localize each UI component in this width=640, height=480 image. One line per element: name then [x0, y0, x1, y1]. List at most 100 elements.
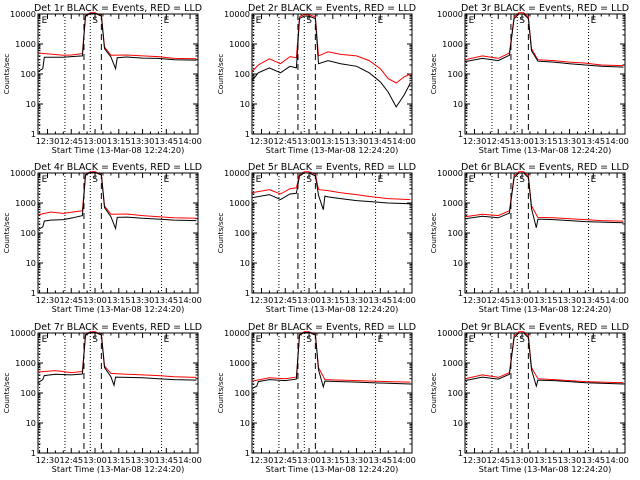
x-tick-label: 13:00: [510, 136, 534, 146]
panel-title: Det 9r BLACK = Events, RED = LLD: [461, 322, 629, 333]
y-tick-label: 1000: [229, 198, 250, 208]
time-marker-label: E: [591, 175, 597, 185]
panel-title: Det 4r BLACK = Events, RED = LLD: [34, 162, 202, 173]
panel-data: [252, 14, 411, 108]
x-axis-label: Start Time (13-Mar-08 12:24:20): [52, 145, 185, 155]
y-tick-label: 100: [20, 388, 36, 398]
y-tick-label: 10000: [437, 328, 463, 338]
panel-data: [252, 171, 411, 210]
panel-7: Det 7r BLACK = Events, RED = LLD 1 10 100 10…: [2, 322, 202, 474]
series-lld-line: [252, 331, 411, 383]
time-marker-label: E: [378, 16, 384, 26]
panel-data: [38, 331, 197, 388]
time-marker-label: S: [306, 335, 312, 345]
x-tick-label: 12:30: [36, 455, 60, 465]
time-marker-label: E: [469, 335, 475, 345]
time-marker-label: E: [164, 335, 170, 345]
y-tick-label: 1: [31, 288, 36, 298]
series-lld-line: [252, 171, 411, 201]
y-tick-label: 1000: [229, 39, 250, 49]
series-events-line: [38, 331, 197, 388]
time-marker-label: E: [164, 16, 170, 26]
panel-title: Det 5r BLACK = Events, RED = LLD: [248, 162, 416, 173]
y-tick-label: 10: [26, 418, 36, 428]
y-axis-label: Counts/sec: [2, 373, 11, 414]
x-tick-label: 14:00: [605, 136, 629, 146]
y-tick-label: 1: [458, 129, 463, 139]
x-axis-label: Start Time (13-Mar-08 12:24:20): [52, 304, 185, 314]
series-events-line: [252, 15, 411, 108]
time-marker-label: E: [378, 335, 384, 345]
y-tick-label: 1: [245, 448, 250, 458]
plot-frame: [464, 13, 626, 135]
y-tick-label: 1: [458, 288, 463, 298]
x-tick-label: 14:00: [605, 295, 629, 305]
x-tick-label: 13:45: [155, 295, 179, 305]
x-tick-label: 14:00: [392, 136, 416, 146]
x-tick-label: 12:30: [463, 455, 487, 465]
x-tick-label: 13:45: [369, 295, 393, 305]
x-tick-label: 13:30: [558, 295, 582, 305]
y-tick-label: 100: [234, 228, 250, 238]
time-marker-label: E: [256, 16, 262, 26]
x-tick-label: 13:15: [107, 455, 131, 465]
x-tick-label: 13:00: [297, 136, 321, 146]
x-tick-label: 13:15: [107, 295, 131, 305]
x-tick-label: 12:45: [486, 136, 510, 146]
x-tick-label: 14:00: [392, 455, 416, 465]
x-tick-label: 14:00: [178, 136, 202, 146]
x-tick-label: 13:30: [558, 455, 582, 465]
x-tick-label: 12:45: [59, 136, 83, 146]
x-tick-label: 12:45: [59, 455, 83, 465]
panel-title: Det 7r BLACK = Events, RED = LLD: [34, 322, 202, 333]
time-marker-label: E: [256, 335, 262, 345]
series-events-line: [252, 172, 411, 210]
time-marker-label: S: [519, 175, 525, 185]
time-marker-label: S: [306, 16, 312, 26]
time-marker-label: E: [591, 16, 597, 26]
panel-data: [465, 331, 624, 388]
panel-data: [38, 171, 197, 231]
y-tick-label: 10000: [224, 328, 250, 338]
y-tick-label: 100: [234, 388, 250, 398]
plot-frame: [464, 172, 626, 294]
panel-data: [38, 12, 197, 73]
y-tick-label: 10: [453, 258, 463, 268]
panel-data: [465, 171, 624, 228]
x-axis-label: Start Time (13-Mar-08 12:24:20): [479, 145, 612, 155]
x-tick-label: 12:45: [486, 295, 510, 305]
x-tick-label: 14:00: [178, 455, 202, 465]
series-events-line: [465, 13, 624, 68]
x-axis-label: Start Time (13-Mar-08 12:24:20): [479, 464, 612, 474]
series-lld-line: [252, 14, 411, 84]
x-tick-label: 13:00: [83, 455, 107, 465]
x-tick-label: 14:00: [392, 295, 416, 305]
x-tick-label: 13:15: [321, 136, 345, 146]
x-tick-label: 13:30: [345, 295, 369, 305]
panel-title: Det 2r BLACK = Events, RED = LLD: [248, 3, 416, 14]
series-lld-line: [465, 171, 624, 222]
series-events-line: [465, 172, 624, 228]
x-tick-label: 12:45: [273, 136, 297, 146]
time-marker-label: S: [306, 175, 312, 185]
x-tick-label: 13:00: [510, 295, 534, 305]
panel-1: Det 1r BLACK = Events, RED = LLD 1 10 100 10…: [2, 3, 202, 155]
panel-title: Det 1r BLACK = Events, RED = LLD: [34, 3, 202, 14]
y-tick-label: 10: [26, 258, 36, 268]
series-lld-line: [38, 12, 197, 60]
y-axis-label: Counts/sec: [216, 373, 225, 414]
y-tick-label: 1000: [15, 198, 36, 208]
y-tick-label: 100: [20, 228, 36, 238]
y-tick-label: 1000: [15, 358, 36, 368]
y-tick-label: 10: [240, 418, 250, 428]
x-tick-label: 13:30: [131, 136, 155, 146]
time-marker-label: E: [378, 175, 384, 185]
x-tick-label: 12:45: [273, 455, 297, 465]
x-tick-label: 13:45: [582, 455, 606, 465]
time-marker-label: E: [469, 175, 475, 185]
x-axis-label: Start Time (13-Mar-08 12:24:20): [266, 304, 399, 314]
y-tick-label: 10: [26, 99, 36, 109]
x-tick-label: 14:00: [178, 295, 202, 305]
x-axis-label: Start Time (13-Mar-08 12:24:20): [52, 464, 185, 474]
